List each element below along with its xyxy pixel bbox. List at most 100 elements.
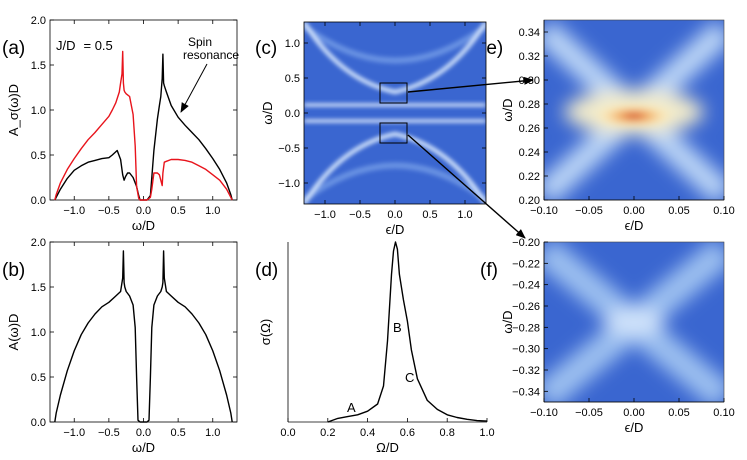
heatmap-e-ridges	[544, 20, 724, 200]
y-tick-label: 2.0	[31, 15, 46, 27]
x-tick-label: 0.6	[400, 427, 415, 439]
x-tick-label: 0.00	[623, 407, 644, 419]
zoom-box-upper	[379, 82, 408, 104]
x-tick-label: −0.5	[349, 209, 371, 221]
x-tick-label: 0.8	[440, 427, 455, 439]
y-tick-label: 0.28	[519, 99, 540, 111]
y-tick-label: 1.5	[31, 60, 46, 72]
chart-b: −1.0 −0.5 0.0 0.5 1.0 0.0 0.5 1.0 1.5 2.0 ω/D A(ω)D	[6, 237, 238, 455]
spin-resonance-label-2: resonance	[183, 48, 239, 62]
y-tick-label: 0.26	[519, 123, 540, 135]
y-tick-label: −0.26	[512, 301, 540, 313]
panel-label-f: (f)	[480, 260, 498, 281]
x-tick-label: 1.0	[205, 427, 220, 439]
heatmap-f-ridges	[544, 242, 724, 402]
x-tick-label: 0.5	[170, 427, 185, 439]
axes-frame-b	[49, 241, 238, 423]
y-axis-label-e: ω/D	[500, 98, 515, 121]
y-tick-label: 0.20	[519, 195, 540, 207]
y-tick-label: −0.22	[512, 258, 540, 270]
x-tick-label: −1.0	[63, 205, 85, 217]
chart-c: −1.0 −0.5 0.0 0.5 1.0 −1.0 −0.5 0.0 0.5 1.0 ϵ/D ω/D	[260, 21, 487, 237]
chart-f: −0.10 −0.05 0.00 0.05 0.10 −0.34 −0.32 −0.30 −0.…	[500, 237, 735, 435]
x-tick-label: 0.5	[170, 205, 185, 217]
y-axis-label-a: A_σ(ω)D	[6, 84, 21, 136]
heatmap-c	[304, 22, 486, 204]
heatmap-f	[543, 241, 725, 403]
panel-label-d: (d)	[255, 260, 278, 281]
y-tick-label: −0.28	[512, 322, 540, 334]
y-tick-label: 1.0	[31, 327, 46, 339]
spin-resonance-label-1: Spin	[188, 35, 212, 49]
series-line-b-0	[54, 250, 233, 423]
label-A: A	[347, 400, 356, 415]
y-tick-label: 1.0	[285, 38, 300, 50]
spin-resonance-arrow	[180, 63, 208, 113]
y-tick-label: 1.0	[31, 105, 46, 117]
panel-label-c: (c)	[255, 38, 277, 59]
y-axis-label-b: A(ω)D	[6, 314, 21, 351]
y-tick-label: 0.0	[285, 108, 300, 120]
label-B: B	[393, 320, 402, 335]
y-tick-label: −0.5	[278, 143, 300, 155]
x-tick-label: 0.0	[280, 427, 295, 439]
x-tick-label: 0.4	[360, 427, 375, 439]
x-tick-label: −1.0	[314, 209, 336, 221]
x-tick-label: −1.0	[63, 427, 85, 439]
x-axis-label-f: ϵ/D	[625, 420, 644, 435]
x-tick-label: 0.0	[136, 427, 151, 439]
y-tick-label: 0.5	[31, 372, 46, 384]
y-tick-label: 0.5	[31, 150, 46, 162]
series-line-a-0	[54, 53, 233, 201]
x-tick-label: 0.05	[668, 407, 689, 419]
y-axis-label-c: ω/D	[260, 101, 275, 124]
chart-e: −0.10 −0.05 0.00 0.05 0.10 0.20 0.22 0.24 0.26 0.…	[500, 20, 735, 233]
y-axis-label-d: σ(Ω)	[258, 319, 273, 345]
heatmap-e	[543, 19, 725, 201]
chart-d: 0.0 0.2 0.4 0.6 0.8 1.0 Ω/D σ(Ω)	[258, 241, 495, 455]
plots-layer: −1.0 −0.5 0.0 0.5 1.0 0.0 0.5 1.0 1.5 2.0 ω/D A_σ(ω…	[6, 15, 735, 455]
y-tick-label: −0.34	[512, 386, 540, 398]
chart-a: −1.0 −0.5 0.0 0.5 1.0 0.0 0.5 1.0 1.5 2.0 ω/D A_σ(ω…	[6, 15, 238, 233]
x-tick-label: −0.05	[575, 407, 603, 419]
series-line-d-0	[327, 241, 488, 423]
heatmap-c-background	[304, 22, 486, 204]
x-tick-label: 0.10	[713, 205, 734, 217]
y-tick-label: −0.32	[512, 365, 540, 377]
x-tick-label: 0.2	[320, 427, 335, 439]
x-tick-label: 0.05	[668, 205, 689, 217]
x-axis-label-c: ϵ/D	[386, 222, 405, 237]
label-C: C	[405, 370, 414, 385]
zoom-arrow-lower	[407, 134, 526, 239]
x-tick-label: 0.00	[623, 205, 644, 217]
y-tick-label: −1.0	[278, 178, 300, 190]
x-axis-label-d: Ω/D	[376, 440, 399, 455]
x-tick-label: 0.0	[387, 209, 402, 221]
x-tick-label: −0.05	[575, 205, 603, 217]
y-tick-label: 2.0	[31, 237, 46, 249]
x-axis-label-e: ϵ/D	[625, 218, 644, 233]
x-tick-label: 0.5	[422, 209, 437, 221]
zoom-box-lower	[379, 122, 408, 144]
x-axis-label-a: ω/D	[132, 218, 155, 233]
y-tick-label: 0.5	[285, 73, 300, 85]
x-tick-label: −0.5	[98, 427, 120, 439]
x-tick-label: 1.0	[205, 205, 220, 217]
y-tick-label: 0.34	[519, 27, 540, 39]
y-tick-label: −0.20	[512, 237, 540, 249]
x-axis-label-b: ω/D	[132, 440, 155, 455]
y-tick-label: −0.30	[512, 344, 540, 356]
x-tick-label: −0.10	[530, 407, 558, 419]
y-tick-label: 0.0	[31, 417, 46, 429]
y-tick-label: 0.24	[519, 147, 540, 159]
x-tick-label: 1.0	[457, 209, 472, 221]
y-axis-label-f: ω/D	[500, 310, 515, 333]
panel-label-b: (b)	[2, 260, 25, 281]
y-tick-label: 0.32	[519, 51, 540, 63]
y-tick-label: −0.24	[512, 280, 540, 292]
y-tick-label: 0.22	[519, 171, 540, 183]
heatmap-c-ridges	[304, 22, 486, 204]
x-tick-label: −0.5	[98, 205, 120, 217]
